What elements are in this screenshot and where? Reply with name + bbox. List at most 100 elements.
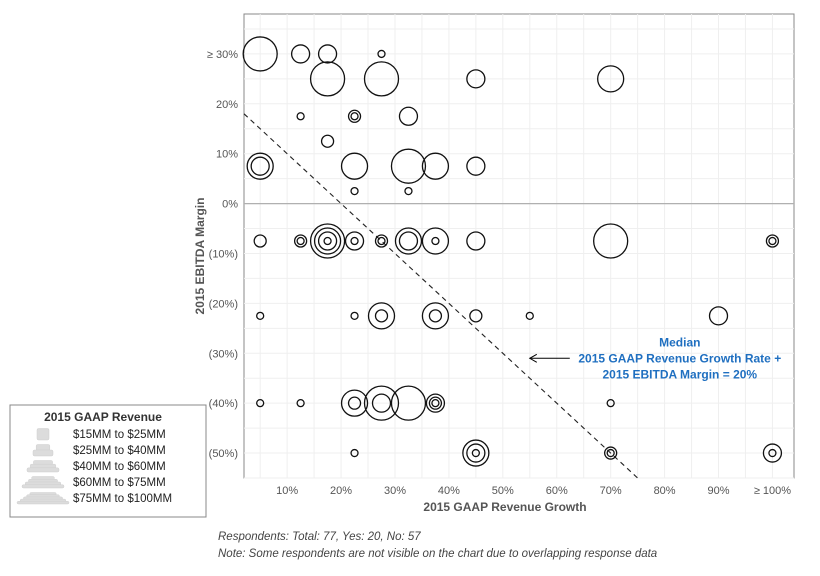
legend-item: $60MM to $75MM bbox=[21, 476, 166, 489]
grid-lines bbox=[244, 14, 794, 479]
data-point bbox=[350, 112, 359, 121]
data-point bbox=[290, 44, 311, 64]
x-axis-ticks: 10% 20% 30% 40% 50% 60% 70% 80% 90% ≥ 100% bbox=[276, 485, 791, 497]
legend-size-swatch bbox=[36, 428, 50, 441]
data-point bbox=[293, 234, 308, 248]
data-point bbox=[765, 234, 780, 248]
legend-item: $25MM to $40MM bbox=[32, 444, 166, 457]
data-point bbox=[394, 227, 423, 255]
data-point bbox=[390, 385, 427, 421]
data-point bbox=[323, 236, 332, 246]
respondents-footnote: Respondents: Total: 77, Yes: 20, No: 57 bbox=[218, 531, 421, 543]
data-point bbox=[242, 36, 278, 72]
data-point bbox=[593, 223, 629, 259]
y-tick-label: (10%) bbox=[209, 248, 238, 260]
data-point bbox=[256, 399, 265, 408]
y-tick-label: 10% bbox=[216, 149, 238, 161]
data-point bbox=[350, 311, 359, 320]
legend-title: 2015 GAAP Revenue bbox=[44, 410, 162, 424]
x-tick-label: ≥ 100% bbox=[754, 485, 791, 497]
data-point bbox=[466, 69, 486, 89]
x-tick-label: 50% bbox=[492, 485, 514, 497]
data-point bbox=[250, 156, 270, 176]
data-point bbox=[296, 399, 305, 408]
x-axis-title: 2015 GAAP Revenue Growth bbox=[423, 500, 586, 514]
plot-area bbox=[243, 13, 795, 479]
legend-item: $40MM to $60MM bbox=[26, 460, 166, 473]
data-point bbox=[466, 443, 486, 463]
legend-item-label: $25MM to $40MM bbox=[73, 445, 166, 457]
data-point bbox=[606, 448, 615, 458]
data-point bbox=[253, 234, 267, 248]
data-point bbox=[363, 385, 400, 421]
data-point bbox=[340, 152, 369, 180]
data-point bbox=[469, 309, 483, 323]
data-point bbox=[597, 65, 625, 93]
data-point bbox=[425, 393, 446, 413]
legend-size-swatch bbox=[35, 444, 51, 451]
data-point bbox=[421, 227, 450, 255]
legend-item-label: $75MM to $100MM bbox=[73, 493, 172, 505]
y-tick-label: (20%) bbox=[209, 298, 238, 310]
data-point bbox=[462, 439, 490, 467]
legend-size-swatch bbox=[26, 467, 60, 473]
data-point bbox=[428, 309, 443, 323]
legend-item-label: $15MM to $25MM bbox=[73, 429, 166, 441]
data-point bbox=[350, 236, 359, 246]
legend-size-swatch bbox=[16, 501, 70, 505]
data-point bbox=[309, 61, 346, 97]
data-point bbox=[404, 186, 413, 196]
data-point bbox=[466, 231, 486, 251]
y-tick-label: ≥ 30% bbox=[207, 49, 238, 61]
data-point bbox=[363, 61, 400, 97]
legend-item: $15MM to $25MM bbox=[36, 428, 166, 441]
x-tick-label: 30% bbox=[384, 485, 406, 497]
data-point bbox=[390, 148, 427, 184]
data-point bbox=[367, 302, 396, 330]
data-point bbox=[317, 231, 338, 251]
data-point bbox=[296, 236, 305, 246]
data-point bbox=[313, 227, 342, 255]
data-point bbox=[762, 443, 783, 463]
x-tick-label: 80% bbox=[654, 485, 676, 497]
data-point bbox=[350, 448, 359, 458]
data-point bbox=[296, 112, 305, 121]
data-point bbox=[377, 49, 386, 59]
data-points bbox=[242, 36, 783, 467]
data-point bbox=[606, 399, 615, 408]
data-point bbox=[317, 44, 338, 64]
legend-item-label: $40MM to $60MM bbox=[73, 461, 166, 473]
y-tick-label: 0% bbox=[222, 199, 238, 211]
data-point bbox=[431, 236, 440, 246]
x-tick-label: 40% bbox=[438, 485, 460, 497]
legend-item-label: $60MM to $75MM bbox=[73, 477, 166, 489]
legend-items: $15MM to $25MM $25MM to $40MM $40MM to $60… bbox=[16, 428, 172, 505]
y-tick-label: 20% bbox=[216, 99, 238, 111]
data-point bbox=[350, 186, 359, 196]
legend-size-swatch bbox=[21, 484, 65, 489]
x-tick-label: 70% bbox=[600, 485, 622, 497]
x-tick-label: 90% bbox=[707, 485, 729, 497]
x-tick-label: 60% bbox=[546, 485, 568, 497]
data-point bbox=[466, 156, 486, 176]
x-tick-label: 20% bbox=[330, 485, 352, 497]
data-point bbox=[374, 309, 389, 323]
annotation-arrowhead bbox=[528, 353, 538, 363]
data-point bbox=[768, 448, 777, 458]
data-point bbox=[768, 236, 777, 246]
legend: 2015 GAAP Revenue $15MM to $25MM $25MM to… bbox=[9, 404, 207, 518]
data-point bbox=[374, 234, 389, 248]
data-point bbox=[377, 236, 386, 246]
annotation-line-2: 2015 GAAP Revenue Growth Rate + bbox=[578, 351, 781, 365]
data-point bbox=[340, 389, 369, 417]
data-point bbox=[347, 396, 362, 410]
y-axis-ticks: ≥ 30% 20% 10% 0% (10%) (20%) (30%) (40%) (50%) bbox=[207, 49, 238, 460]
y-tick-label: (50%) bbox=[209, 448, 238, 460]
annotation-line-1: Median bbox=[659, 335, 700, 349]
data-point bbox=[398, 106, 419, 126]
data-point bbox=[347, 109, 362, 123]
data-point bbox=[371, 393, 392, 413]
median-annotation: Median 2015 GAAP Revenue Growth Rate + 2… bbox=[528, 335, 781, 381]
legend-item: $75MM to $100MM bbox=[16, 492, 172, 505]
